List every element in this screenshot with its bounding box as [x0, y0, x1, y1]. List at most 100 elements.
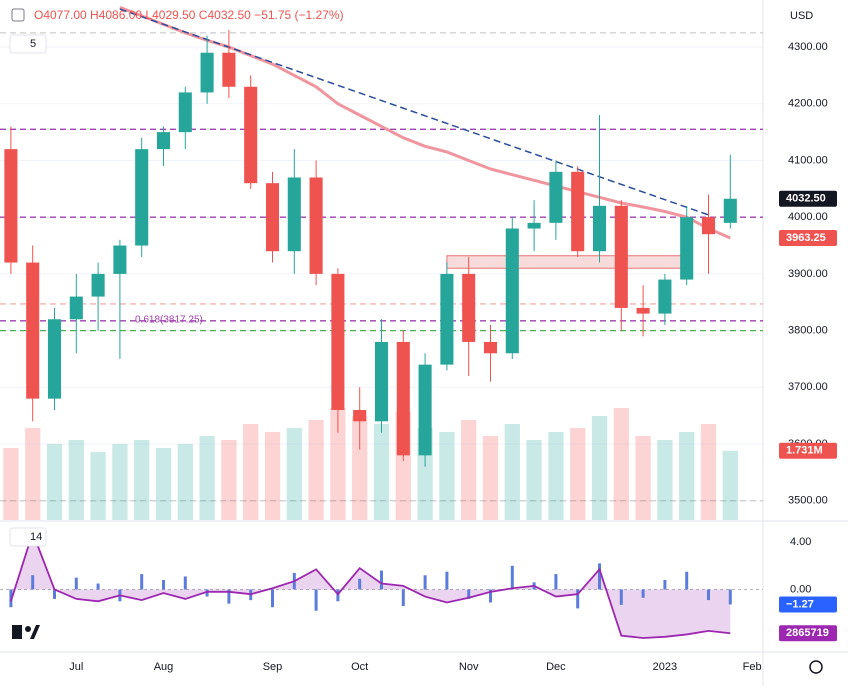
- x-tick-label: Nov: [459, 661, 479, 673]
- indicator-tick-label: 0.00: [790, 583, 811, 595]
- x-tick-label: Dec: [546, 661, 566, 673]
- histogram-bar: [707, 589, 710, 601]
- volume-bar: [90, 452, 106, 520]
- last-price-label-bg: [779, 190, 837, 207]
- histogram-bar: [576, 589, 580, 609]
- candle-body: [549, 171, 563, 223]
- histogram-bar: [271, 589, 274, 608]
- histogram-bar: [183, 576, 187, 590]
- tv-logo: [12, 625, 40, 639]
- candle-body: [4, 149, 18, 263]
- volume-bar: [68, 440, 84, 520]
- volume-bar: [155, 448, 172, 520]
- candle-body: [200, 52, 214, 93]
- histogram-bar: [663, 579, 667, 590]
- x-tick-label: Jul: [69, 661, 83, 673]
- volume-bar: [352, 416, 368, 520]
- histogram-bar: [423, 575, 427, 590]
- histogram-bar: [140, 574, 144, 590]
- histogram-bar: [53, 589, 56, 599]
- volume-bar: [700, 424, 717, 520]
- volume-bar: [548, 432, 564, 520]
- interval-badge[interactable]: [9, 34, 47, 54]
- candle-body: [440, 273, 454, 365]
- y-tick-label: 3800.00: [788, 325, 828, 337]
- volume-bar: [722, 450, 738, 520]
- histogram-label: −1.27: [786, 598, 814, 610]
- volume-bar: [134, 440, 150, 520]
- volume-bar: [308, 420, 324, 520]
- volume-bar: [570, 428, 586, 520]
- volume-bar: [613, 408, 629, 520]
- candle-body: [483, 341, 498, 354]
- candle-body: [592, 205, 607, 252]
- candle-body: [680, 217, 694, 280]
- histogram-bar: [445, 571, 449, 590]
- histogram-bar: [685, 571, 689, 590]
- volume-bar: [526, 440, 542, 520]
- line-label: 2865719: [786, 627, 829, 639]
- sma-label-bg: [779, 230, 837, 247]
- y-tick-label: 4300.00: [788, 41, 828, 53]
- candle-body: [156, 132, 171, 150]
- y-tick-label: 4200.00: [788, 98, 828, 110]
- histogram-bar: [227, 589, 231, 604]
- candle-body: [287, 177, 301, 252]
- candle-body: [353, 409, 367, 422]
- y-tick-label: 3900.00: [788, 268, 828, 280]
- histogram-bar: [380, 570, 383, 590]
- volume-bar: [657, 440, 673, 520]
- histogram-label-bg: [779, 596, 837, 613]
- volume-bar: [243, 424, 259, 520]
- x-tick-label: 2023: [653, 661, 677, 673]
- x-tick-label: Oct: [351, 661, 368, 673]
- histogram-bar: [96, 583, 100, 590]
- candle-body: [244, 86, 258, 184]
- candle-body: [571, 171, 585, 252]
- histogram-bar: [314, 589, 318, 611]
- level-label: 0.618(3817.25): [135, 314, 203, 325]
- ohlc-header: O4077.00 H4086.00 L4029.50 C4032.50 −51.…: [34, 8, 344, 22]
- x-tick-label: Feb: [743, 661, 762, 673]
- volume-bar: [504, 424, 520, 520]
- volume-bar: [439, 432, 455, 520]
- line-label-bg: [779, 625, 837, 642]
- histogram-bar: [401, 589, 405, 607]
- histogram-bar: [554, 574, 558, 590]
- volume-label: 1.731M: [786, 445, 823, 457]
- candle-body: [527, 222, 541, 229]
- indicator-area: [10, 532, 731, 638]
- histogram-bar: [31, 575, 35, 590]
- volume-bar: [482, 436, 499, 520]
- candle-body: [178, 92, 192, 133]
- indicator-line: [10, 529, 731, 639]
- volume-label-bg: [779, 442, 837, 459]
- collapse-button[interactable]: [11, 8, 25, 22]
- last-price-label: 4032.50: [786, 193, 826, 205]
- candle-body: [658, 279, 672, 314]
- volume-bar: [330, 408, 346, 520]
- histogram-bar: [489, 589, 492, 603]
- settings-icon[interactable]: [809, 660, 823, 674]
- indicator-badge[interactable]: [9, 527, 47, 547]
- candle-body: [723, 198, 737, 223]
- candle-body: [265, 183, 280, 252]
- volume-bar: [373, 424, 390, 520]
- volume-bar: [46, 444, 63, 520]
- candle-body: [505, 228, 519, 354]
- sma-line: [119, 5, 731, 240]
- currency[interactable]: USD: [790, 10, 813, 22]
- y-tick-label: 4100.00: [788, 154, 828, 166]
- volume-bar: [25, 428, 41, 520]
- histogram-bar: [358, 578, 362, 590]
- volume-bar: [679, 432, 695, 520]
- interval: 5: [30, 38, 36, 50]
- volume-bar: [461, 420, 477, 520]
- candle-body: [222, 52, 236, 87]
- candle-body: [135, 149, 149, 246]
- histogram-bar: [510, 565, 514, 590]
- candle-body: [26, 262, 40, 399]
- histogram-bar: [619, 589, 623, 605]
- y-tick-label: 3700.00: [788, 381, 828, 393]
